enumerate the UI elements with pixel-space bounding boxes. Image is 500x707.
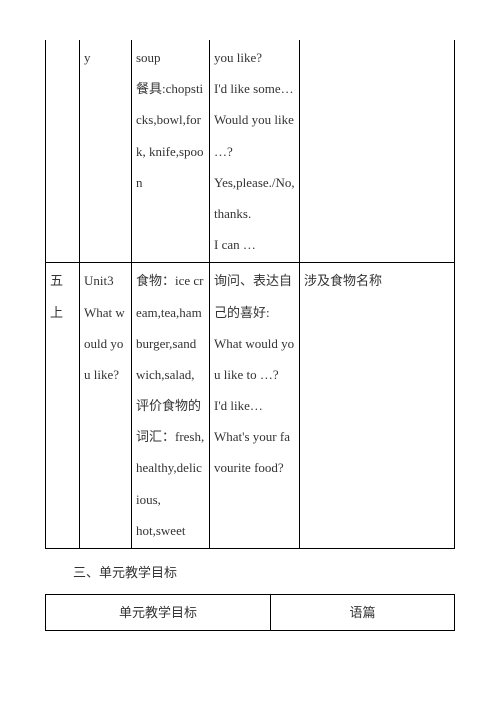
cell-notes <box>300 40 455 263</box>
table-row: 五上 Unit3 What would you like? 食物：ice cre… <box>46 263 455 549</box>
cell-vocab: soup餐具:chopsticks,bowl,fork, knife,spoon <box>132 40 210 263</box>
cell-sentences: 询问、表达自己的喜好:What would you like to …?I'd … <box>210 263 300 549</box>
cell-vocab: 食物：ice cream,tea,hamburger,sandwich,sala… <box>132 263 210 549</box>
cell-grade <box>46 40 80 263</box>
section-heading: 三、单元教学目标 <box>73 563 455 584</box>
sub-header-goal: 单元教学目标 <box>46 594 271 630</box>
cell-unit: Unit3 What would you like? <box>80 263 132 549</box>
sub-table: 单元教学目标 语篇 <box>45 594 455 631</box>
page-content: y soup餐具:chopsticks,bowl,fork, knife,spo… <box>45 40 455 631</box>
cell-unit: y <box>80 40 132 263</box>
main-table: y soup餐具:chopsticks,bowl,fork, knife,spo… <box>45 40 455 549</box>
sub-header-text: 语篇 <box>270 594 454 630</box>
cell-sentences: you like?I'd like some…Would you like …?… <box>210 40 300 263</box>
table-row: 单元教学目标 语篇 <box>46 594 455 630</box>
cell-grade: 五上 <box>46 263 80 549</box>
cell-notes: 涉及食物名称 <box>300 263 455 549</box>
table-row: y soup餐具:chopsticks,bowl,fork, knife,spo… <box>46 40 455 263</box>
